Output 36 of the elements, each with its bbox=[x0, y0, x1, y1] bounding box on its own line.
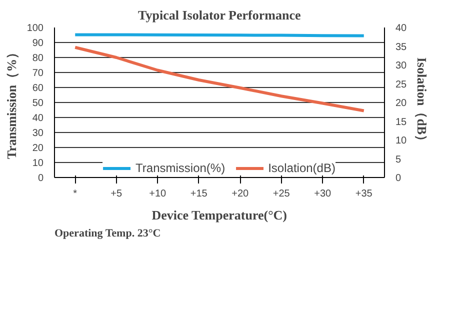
y2-tick-label: 20 bbox=[396, 98, 408, 109]
x-axis-title: Device Temperature(°C) bbox=[152, 208, 288, 222]
y2-tick-label: 15 bbox=[396, 116, 408, 128]
y-tick-label: 80 bbox=[32, 53, 44, 64]
x-tick-label: +30 bbox=[314, 188, 332, 200]
legend-label: Isolation(dB) bbox=[268, 161, 336, 175]
y2-tick-label: 10 bbox=[396, 136, 408, 146]
y2-tick-label: 5 bbox=[396, 154, 402, 166]
x-tick-label: +35 bbox=[355, 188, 373, 200]
x-tick-label: * bbox=[73, 188, 78, 200]
y-tick-label: 60 bbox=[32, 83, 44, 94]
y-tick-label: 10 bbox=[32, 158, 44, 169]
line-series bbox=[74, 46, 366, 112]
y2-tick-label: 40 bbox=[396, 23, 408, 34]
y2-tick-label: 0 bbox=[396, 173, 402, 184]
y-tick-label: 50 bbox=[32, 98, 44, 109]
y2-tick-label: 35 bbox=[396, 42, 408, 53]
text: Operating Temp. 23°C bbox=[54, 228, 161, 240]
x-tick-label: +15 bbox=[190, 188, 208, 200]
y2-tick-label: 30 bbox=[396, 60, 408, 72]
y-tick-label: 90 bbox=[32, 38, 44, 49]
y-axis-title: Transmission（%） bbox=[4, 46, 19, 160]
chart-title: Typical Isolator Performance bbox=[138, 8, 301, 22]
y2-axis-title: Isolation（dB） bbox=[414, 57, 430, 148]
y-tick-label: 40 bbox=[32, 113, 44, 124]
x-tick-label: +20 bbox=[232, 188, 250, 200]
legend-label: Transmission(%) bbox=[136, 161, 226, 175]
y-tick-label: 0 bbox=[38, 173, 44, 184]
y-tick-label: 100 bbox=[26, 23, 44, 34]
y-tick-label: 30 bbox=[32, 128, 44, 139]
x-tick-label: +10 bbox=[149, 188, 167, 200]
x-tick-label: +5 bbox=[110, 188, 123, 200]
y-tick-label: 20 bbox=[32, 143, 44, 154]
y2-tick-label: 25 bbox=[396, 79, 408, 90]
y-tick-label: 70 bbox=[32, 68, 44, 79]
x-tick-label: +25 bbox=[272, 188, 290, 200]
